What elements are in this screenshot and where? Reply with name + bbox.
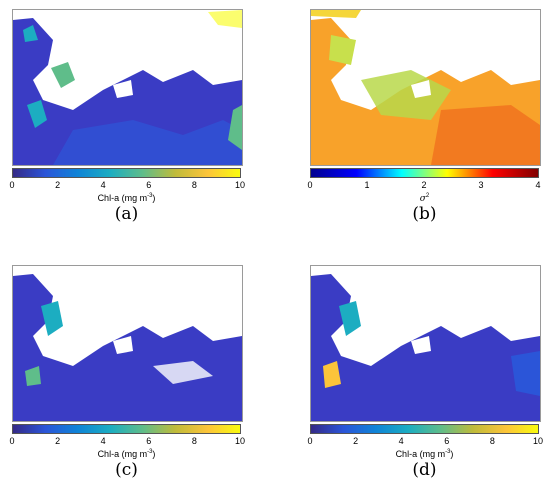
colorbar-tick-c-5: 10 xyxy=(234,436,246,446)
colorbar-tick-a-1: 2 xyxy=(55,180,61,190)
caption-a: (a) xyxy=(114,204,139,224)
caption-c: (c) xyxy=(115,460,138,480)
panel-d: 0 2 4 6 8 10 Chl-a (mg m-3) (d) xyxy=(298,256,550,496)
caption-b: (b) xyxy=(412,204,437,224)
colorbar-tick-c-0: 0 xyxy=(9,436,15,446)
colorbar-tick-a-0: 0 xyxy=(9,180,15,190)
panel-c: 0 2 4 6 8 10 Chl-a (mg m-3) (c) xyxy=(0,256,270,496)
colorbar-a xyxy=(12,168,241,178)
colorbar-tick-b-2: 2 xyxy=(421,180,427,190)
colorbar-tick-c-3: 6 xyxy=(146,436,152,446)
colorbar-tick-c-2: 4 xyxy=(100,436,106,446)
colorbar-tick-d-1: 2 xyxy=(353,436,359,446)
colorbar-tick-b-1: 1 xyxy=(364,180,370,190)
colorbar-ticks-a: 0 2 4 6 8 10 xyxy=(9,180,245,192)
colorbar-tick-a-2: 4 xyxy=(100,180,106,190)
colorbar-d xyxy=(310,424,539,434)
chl-a-map-a xyxy=(12,9,243,166)
colorbar-tick-b-3: 3 xyxy=(478,180,484,190)
caption-d: (d) xyxy=(412,460,437,480)
colorbar-tick-d-2: 4 xyxy=(398,436,404,446)
panel-b: 0 1 2 3 4 σ2 (b) xyxy=(298,0,550,240)
colorbar-tick-d-3: 6 xyxy=(444,436,450,446)
colorbar-ticks-c: 0 2 4 6 8 10 xyxy=(9,436,245,448)
colorbar-tick-d-4: 8 xyxy=(489,436,495,446)
colorbar-tick-a-3: 6 xyxy=(146,180,152,190)
colorbar-tick-c-1: 2 xyxy=(55,436,61,446)
colorbar-label-b: σ2 xyxy=(419,193,430,204)
colorbar-ticks-d: 0 2 4 6 8 10 xyxy=(307,436,543,448)
colorbar-ticks-b: 0 1 2 3 4 xyxy=(307,180,541,192)
panel-a: 0 2 4 6 8 10 Chl-a (mg m-3) (a) xyxy=(0,0,270,240)
colorbar-tick-a-4: 8 xyxy=(191,180,197,190)
colorbar-c xyxy=(12,424,241,434)
colorbar-tick-d-0: 0 xyxy=(307,436,313,446)
colorbar-tick-d-5: 10 xyxy=(532,436,544,446)
chl-a-map-c xyxy=(12,265,243,422)
colorbar-tick-c-4: 8 xyxy=(191,436,197,446)
variance-map-b xyxy=(310,9,541,166)
colorbar-tick-b-0: 0 xyxy=(307,180,313,190)
colorbar-label-a: Chl-a (mg m-3) xyxy=(97,193,156,203)
chl-a-map-d xyxy=(310,265,541,422)
colorbar-tick-a-5: 10 xyxy=(234,180,246,190)
colorbar-tick-b-4: 4 xyxy=(535,180,541,190)
colorbar-b xyxy=(310,168,539,178)
colorbar-label-d: Chl-a (mg m-3) xyxy=(395,449,454,459)
colorbar-label-c: Chl-a (mg m-3) xyxy=(97,449,156,459)
